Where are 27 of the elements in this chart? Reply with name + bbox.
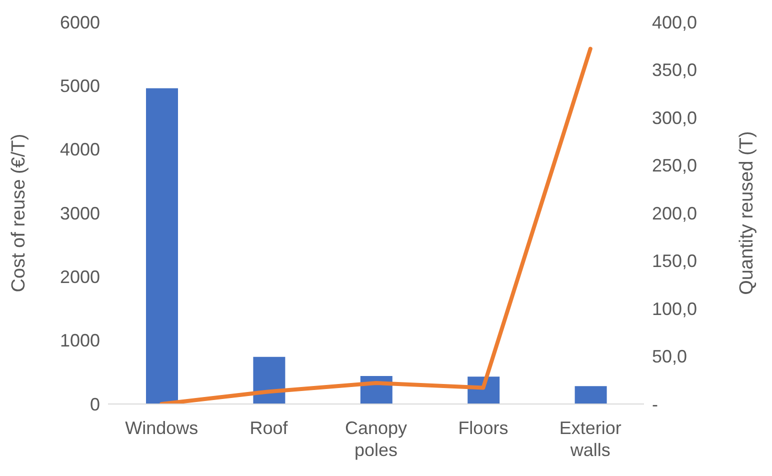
y2-tick-label: 400,0 xyxy=(652,12,698,32)
y2-tick-label: 250,0 xyxy=(652,156,698,176)
x-tick-label: Roof xyxy=(250,418,289,438)
x-tick-label: Floors xyxy=(458,418,508,438)
x-tick-label: Exterior walls xyxy=(559,418,622,460)
x-tick-label: Canopy poles xyxy=(344,418,408,460)
y2-tick-label: 200,0 xyxy=(652,203,698,224)
y-tick-label: 3000 xyxy=(60,203,100,224)
bar xyxy=(146,88,178,404)
bar xyxy=(574,386,607,404)
y2-tick-label: - xyxy=(652,394,658,414)
y-tick-label: 0 xyxy=(90,394,100,414)
y2-tick-label: 300,0 xyxy=(652,108,698,128)
y-tick-label: 4000 xyxy=(60,140,100,160)
bar xyxy=(253,356,286,404)
x-tick-label: Windows xyxy=(125,418,198,438)
y2-tick-label: 150,0 xyxy=(652,251,698,272)
y-axis-title: Cost of reuse (€/T) xyxy=(8,134,30,292)
y-tick-label: 6000 xyxy=(60,12,100,32)
y2-tick-label: 50,0 xyxy=(652,346,688,367)
line-series xyxy=(160,46,592,404)
y2-tick-label: 100,0 xyxy=(652,298,698,319)
y2-axis-title: Quantity reused (T) xyxy=(736,131,758,295)
y-tick-label: 2000 xyxy=(60,267,100,288)
y2-tick-label: 350,0 xyxy=(652,60,698,80)
y-tick-label: 1000 xyxy=(60,330,100,351)
y-tick-label: 5000 xyxy=(60,76,100,96)
